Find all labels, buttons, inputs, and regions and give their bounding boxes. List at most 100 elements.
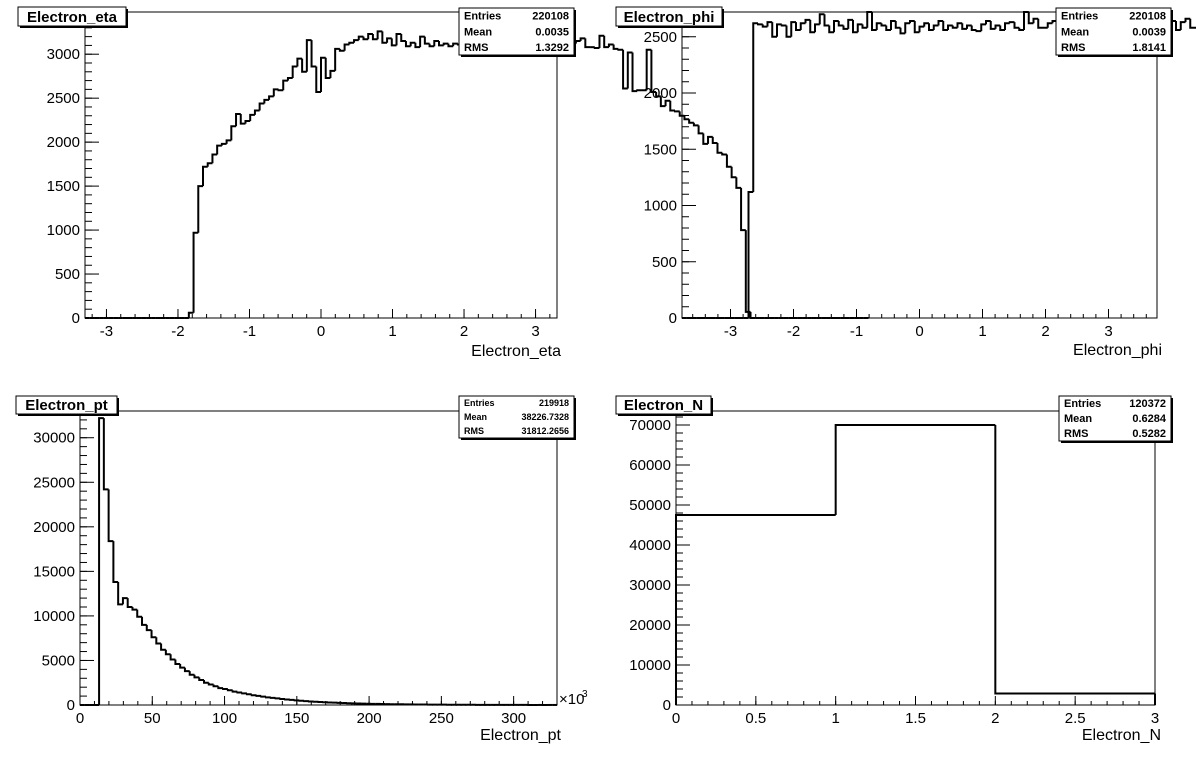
- histogram-bin: [305, 39, 312, 72]
- histogram-bin: [211, 153, 218, 164]
- histogram-bin: [367, 32, 373, 40]
- histogram-bin: [315, 66, 321, 94]
- histogram-bin: [231, 690, 238, 693]
- histogram-bin: [598, 34, 605, 49]
- histogram-bin: [795, 22, 801, 31]
- x-tick-label: -2: [171, 323, 184, 340]
- histogram-bin: [423, 36, 430, 45]
- histogram-bin: [131, 607, 138, 611]
- histogram-bin: [579, 37, 586, 42]
- histogram-bin: [244, 120, 251, 124]
- x-tick-label: 250: [429, 710, 454, 727]
- histogram-bin: [235, 113, 241, 127]
- histogram-bin: [334, 47, 340, 71]
- histogram-bin: [217, 686, 224, 690]
- histogram-bin: [245, 693, 252, 696]
- y-tick-label: 2000: [644, 85, 677, 102]
- histogram-bin: [279, 697, 286, 700]
- histogram-bin: [371, 33, 378, 41]
- histogram-bin: [155, 637, 162, 645]
- histogram-bin: [255, 694, 262, 697]
- histogram-bin: [899, 27, 906, 35]
- histogram-bin: [179, 664, 185, 669]
- histogram-bin: [121, 597, 128, 605]
- histogram-bin: [636, 89, 642, 92]
- y-tick-label: 500: [652, 254, 677, 271]
- histogram-bin: [617, 48, 624, 51]
- histogram-bin: [994, 24, 1001, 29]
- histogram-bin: [386, 37, 392, 43]
- histogram-bin: [258, 102, 265, 111]
- histogram-bin: [780, 24, 787, 27]
- histogram-bin: [438, 41, 444, 47]
- histogram-bin: [202, 165, 208, 187]
- histogram-bin: [664, 99, 671, 107]
- histogram-bars: [682, 11, 1196, 319]
- x-tick-label: 1: [978, 323, 986, 340]
- x-axis-label: Electron_pt: [480, 727, 561, 744]
- histogram-bin: [164, 649, 171, 656]
- histogram-bin: [856, 23, 863, 33]
- histogram-bin: [966, 24, 972, 29]
- histogram-bin: [206, 162, 213, 167]
- histogram-bin: [890, 20, 896, 30]
- histogram-bin: [193, 674, 200, 679]
- histogram-bin: [989, 21, 996, 30]
- histogram-bars: [85, 25, 869, 319]
- plot-frame: [79, 410, 558, 706]
- x-tick-label: 1: [831, 710, 839, 727]
- histogram-bin: [353, 39, 359, 43]
- y-tick-label: 1000: [47, 222, 80, 239]
- x-tick-label: 0.5: [745, 710, 766, 727]
- histogram-bin: [692, 122, 699, 127]
- histogram-bin: [409, 41, 416, 47]
- histogram-bin: [301, 58, 307, 73]
- histogram-bin: [390, 38, 397, 47]
- histogram-bin: [674, 110, 680, 113]
- histogram-bin: [404, 41, 411, 48]
- stats-box: [458, 7, 575, 56]
- histogram-bin: [150, 630, 157, 639]
- stats-value: 219918: [539, 398, 569, 408]
- stats-label: Mean: [464, 26, 492, 38]
- histogram-bin: [343, 43, 350, 51]
- histogram-bin: [697, 125, 704, 135]
- stats-label: Mean: [1061, 26, 1089, 38]
- y-tick-label: 50000: [629, 497, 671, 514]
- histogram-bin: [861, 24, 868, 29]
- stats-value: 0.6284: [1132, 413, 1167, 425]
- histogram-bin: [362, 36, 369, 41]
- histogram-bin: [183, 667, 190, 673]
- histogram-bars: [80, 417, 558, 706]
- y-tick-label: 1500: [644, 141, 677, 158]
- x-tick-label: 3: [1104, 323, 1112, 340]
- y-tick-label: 0: [67, 697, 75, 714]
- y-tick-label: 1000: [644, 198, 677, 215]
- histogram-bin: [932, 24, 939, 30]
- histogram-bin: [776, 23, 782, 37]
- histogram-bin: [937, 20, 944, 26]
- histogram-bin: [117, 582, 123, 606]
- histogram-bin: [126, 598, 133, 608]
- x-tick-label: -3: [724, 323, 737, 340]
- histogram-bin: [790, 21, 796, 37]
- stats-box: [458, 395, 575, 439]
- histogram-bin: [1013, 22, 1020, 29]
- title-box: [15, 395, 118, 415]
- histogram-bin: [381, 31, 388, 44]
- x-tick-label: 100: [212, 710, 237, 727]
- pad-electron-eta: -3 -2 -1 0 1 2 3 0 500 1000 1500 2000 2500 3000 Electr…: [17, 6, 869, 360]
- histogram-bin: [216, 144, 222, 155]
- plot-frame: [675, 410, 1156, 706]
- histogram-bin: [250, 694, 257, 697]
- stats-value: 0.5282: [1132, 428, 1166, 440]
- histogram-bin: [970, 25, 977, 31]
- histogram-bin: [225, 139, 232, 144]
- stats-label: RMS: [464, 42, 488, 54]
- histogram-bin: [136, 609, 143, 618]
- histogram-bin: [757, 23, 763, 26]
- histogram-bin: [174, 659, 181, 666]
- x-tick-label: 1: [388, 323, 396, 340]
- histogram-bin: [752, 22, 758, 192]
